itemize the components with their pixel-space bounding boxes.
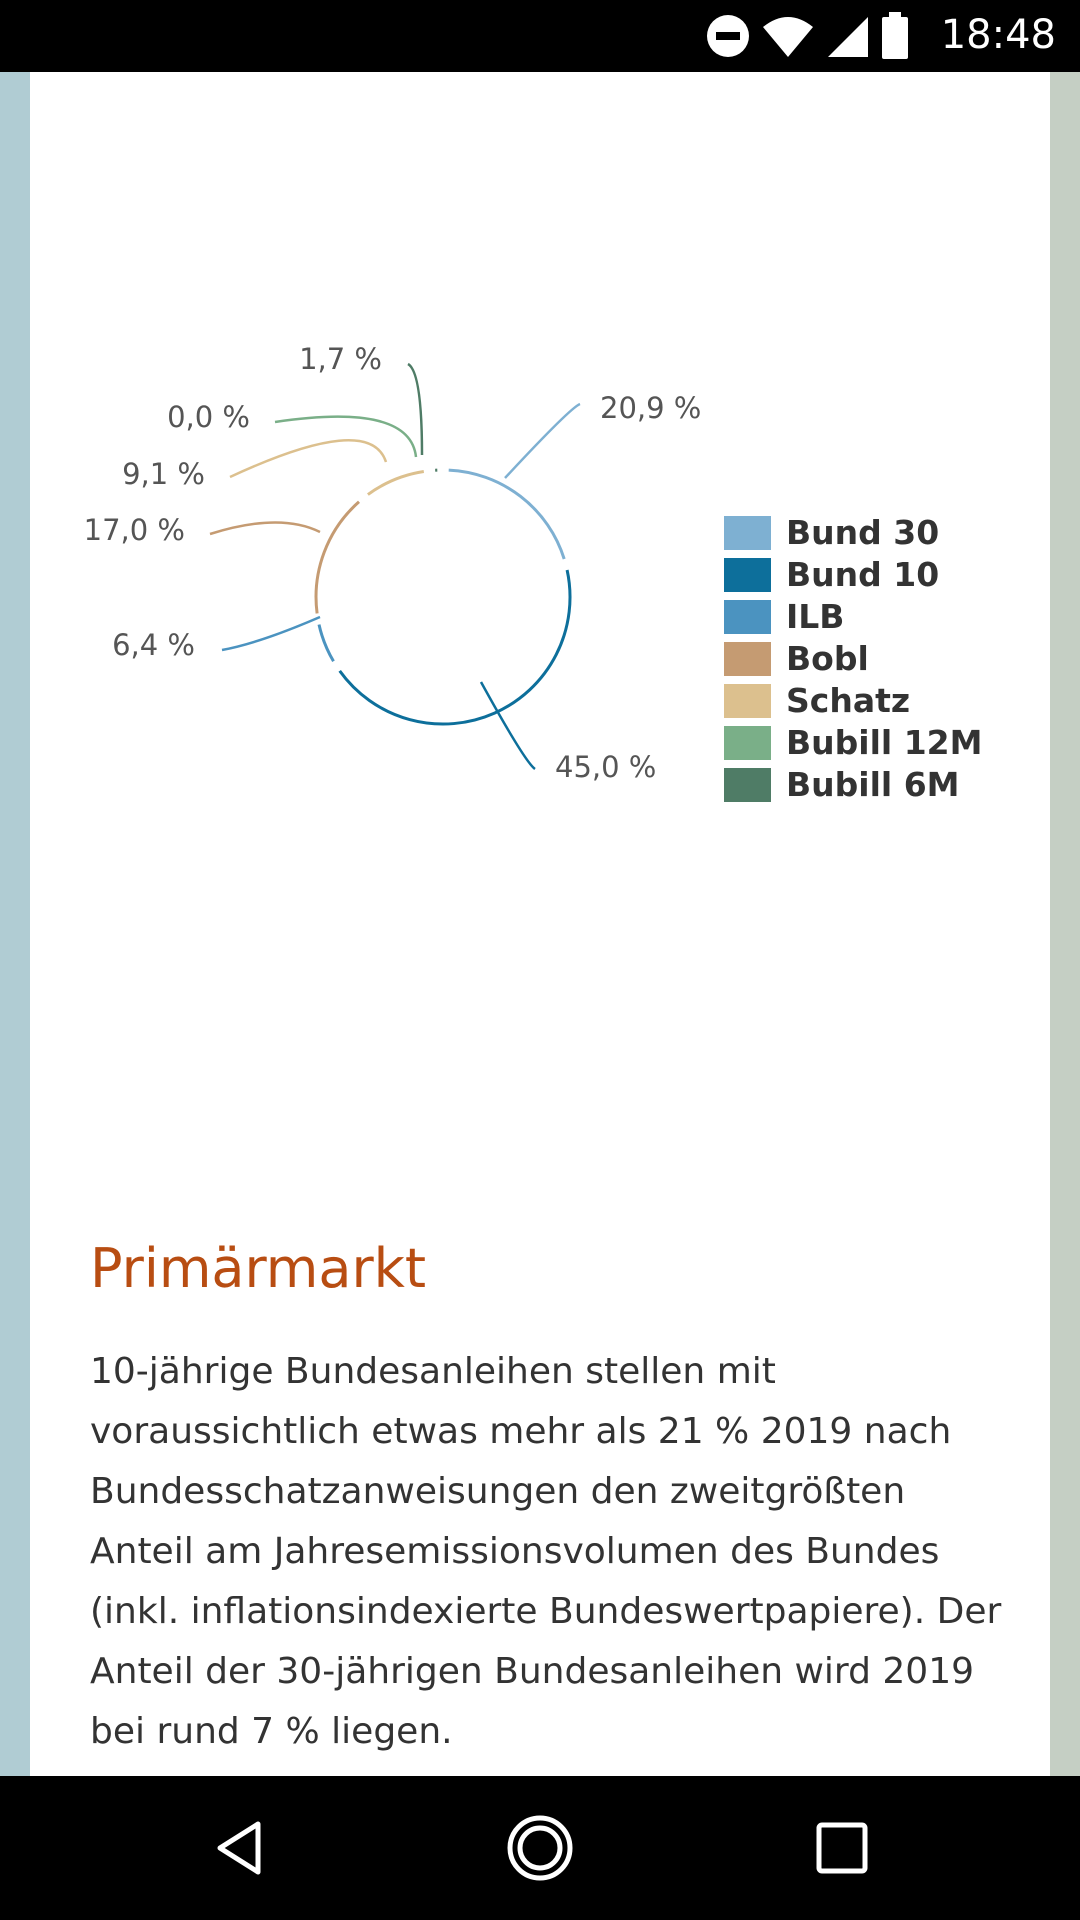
chart-leader-line: [479, 681, 536, 771]
section-title: Primärmarkt: [90, 1237, 427, 1300]
left-side-strip: [0, 72, 30, 1776]
chart-value-label: 45,0 %: [555, 750, 656, 784]
chart-leader-lines: [209, 362, 581, 771]
chart-value-label: 20,9 %: [600, 391, 701, 425]
signal-icon: [827, 17, 868, 57]
chart-leader-line: [229, 439, 388, 479]
chart-leader-line: [407, 362, 424, 456]
chart-value-label: 17,0 %: [84, 513, 185, 547]
home-icon[interactable]: [505, 1813, 575, 1883]
navigation-bar: [0, 1776, 1080, 1920]
legend-label: ILB: [786, 597, 844, 636]
content-panel[interactable]: 20,9 % 45,0 % 6,4 % 17,0 % 9,1 % 0,0 % 1,7 % B…: [30, 72, 1050, 1776]
recents-icon[interactable]: [812, 1818, 872, 1878]
chart-value-labels: 20,9 % 45,0 % 6,4 % 17,0 % 9,1 % 0,0 % 1,7 %: [84, 342, 702, 784]
wifi-icon: [763, 17, 814, 57]
status-time: 18:48: [940, 12, 1056, 58]
chart-segment-bund-10: [338, 569, 572, 726]
chart-leader-line: [209, 521, 321, 536]
chart-arcs: [314, 468, 572, 726]
status-icons: [699, 12, 910, 60]
chart-segment-bobl: [314, 500, 360, 614]
chart-segment-bund-30: [448, 468, 566, 560]
chart-leader-line: [274, 415, 418, 458]
chart-leader-line: [504, 402, 581, 479]
chart-segment-ilb: [317, 624, 335, 663]
chart-segment-schatz: [367, 470, 425, 496]
chart-value-label: 1,7 %: [299, 342, 382, 376]
do-not-disturb-icon: [706, 15, 749, 57]
chart-value-label: 9,1 %: [122, 457, 205, 491]
legend-label: Bobl: [786, 639, 869, 678]
legend-swatch: [724, 768, 771, 802]
chart-leader-line: [221, 615, 321, 652]
chart-value-label: 0,0 %: [167, 400, 250, 434]
section-paragraph: 10-jährige Bundesanleihen stellen mit vo…: [90, 1351, 1002, 1752]
legend-swatch: [724, 684, 771, 718]
legend-label: Bubill 6M: [786, 765, 960, 804]
legend-swatch: [724, 726, 771, 760]
chart-value-label: 6,4 %: [112, 628, 195, 662]
legend-swatch: [724, 558, 771, 592]
status-bar: 18:48: [0, 0, 1080, 72]
donut-chart: 20,9 % 45,0 % 6,4 % 17,0 % 9,1 % 0,0 % 1,7 % B…: [84, 342, 983, 804]
legend-swatch: [724, 642, 771, 676]
right-side-strip: [1050, 72, 1080, 1776]
back-icon[interactable]: [210, 1818, 270, 1878]
legend-label: Bund 30: [786, 513, 939, 552]
battery-icon: [882, 12, 908, 59]
legend-swatch: [724, 600, 771, 634]
legend-label: Bubill 12M: [786, 723, 982, 762]
legend-label: Bund 10: [786, 555, 939, 594]
legend-label: Schatz: [786, 681, 910, 720]
legend-swatch: [724, 516, 771, 550]
